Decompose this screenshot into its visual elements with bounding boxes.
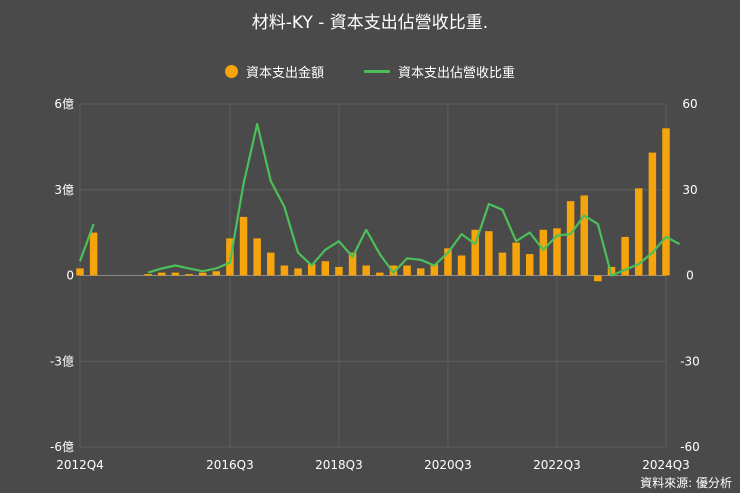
y-left-tick-label: 0	[66, 269, 74, 283]
bar	[362, 265, 370, 276]
bar	[212, 271, 221, 276]
legend-line-label: 資本支出佔營收比重	[398, 66, 516, 81]
bar	[253, 238, 261, 276]
y-right-tick-label: 0	[686, 269, 694, 283]
y-left-tick-label: 3億	[54, 183, 74, 197]
legend-line-swatch	[364, 70, 390, 73]
x-tick-label: 2018Q3	[315, 458, 363, 472]
bar	[376, 272, 384, 276]
bar	[198, 272, 207, 276]
bar	[267, 252, 275, 276]
bar	[280, 265, 289, 276]
bar	[525, 254, 534, 276]
bar	[648, 152, 657, 276]
bar	[621, 236, 629, 276]
series-line	[78, 223, 95, 262]
bar	[89, 232, 98, 276]
bar	[158, 272, 166, 276]
bar	[389, 265, 398, 276]
source-credit: 資料來源: 優分析	[640, 476, 732, 490]
bar	[403, 265, 411, 276]
bar	[239, 216, 248, 276]
y-right-tick-label: -60	[680, 440, 700, 454]
bar	[539, 229, 548, 276]
bar	[321, 261, 330, 276]
bar	[634, 188, 643, 276]
bar	[307, 264, 316, 276]
bar	[580, 195, 588, 276]
bar	[444, 248, 452, 276]
y-right-tick-label: 30	[682, 183, 697, 197]
y-right-tick-label: 60	[682, 97, 697, 111]
x-tick-label: 2024Q3	[642, 458, 690, 472]
bar	[498, 252, 507, 276]
bar	[416, 268, 425, 276]
x-tick-label: 2016Q3	[206, 458, 254, 472]
y-right-tick-label: -30	[680, 354, 700, 368]
series-line	[147, 122, 681, 277]
chart-legend: 資本支出金額 資本支出佔營收比重	[0, 62, 740, 81]
bar	[335, 266, 343, 276]
bar	[662, 128, 670, 276]
legend-item-line[interactable]: 資本支出佔營收比重	[364, 62, 515, 81]
y-left-tick-label: -3億	[50, 354, 74, 368]
bar	[294, 268, 302, 276]
y-left-tick-label: 6億	[54, 97, 74, 111]
bar	[430, 264, 439, 276]
x-tick-label: 2022Q3	[533, 458, 581, 472]
legend-bar-label: 資本支出金額	[245, 66, 324, 81]
bar	[594, 275, 602, 282]
bar	[144, 274, 152, 276]
bar	[553, 228, 561, 276]
legend-bar-swatch	[224, 65, 238, 78]
x-tick-label: 2020Q3	[424, 458, 472, 472]
y-left-tick-label: -6億	[50, 440, 74, 454]
bar	[512, 242, 520, 276]
bar	[471, 229, 479, 276]
chart-title: 材料-KY - 資本支出佔營收比重.	[251, 13, 489, 33]
bar	[485, 231, 493, 276]
legend-item-bar[interactable]: 資本支出金額	[224, 62, 324, 81]
bar	[185, 274, 193, 276]
x-tick-label: 2012Q4	[56, 458, 104, 472]
bar	[348, 252, 357, 276]
bar	[76, 268, 84, 276]
bar	[457, 255, 466, 276]
bar	[566, 201, 575, 276]
bar	[171, 272, 180, 276]
